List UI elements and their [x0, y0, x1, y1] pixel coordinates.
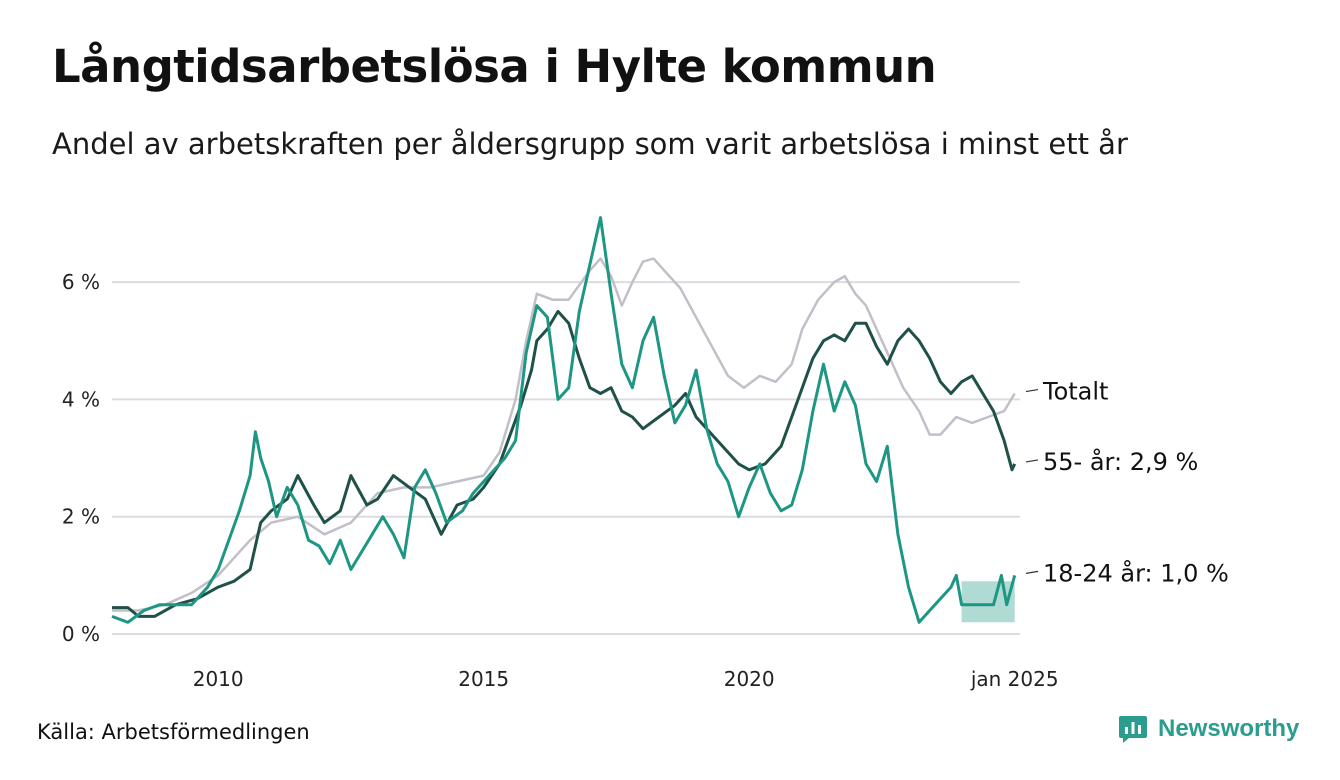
chart-title: Långtidsarbetslösa i Hylte kommun — [52, 40, 937, 93]
end-label-leader-0 — [1025, 388, 1039, 393]
grid-lines — [112, 281, 1020, 635]
chart-subtitle: Andel av arbetskraften per åldersgrupp s… — [52, 127, 1128, 161]
brand-name: Newsworthy — [1158, 715, 1300, 742]
end-label-leader-1 — [1025, 459, 1039, 463]
series-line-0 — [112, 257, 1016, 612]
uncertainty-bands — [961, 581, 1015, 623]
series-line-2 — [111, 216, 1017, 624]
x-tick-label-2: 2020 — [724, 667, 775, 691]
y-tick-label-3: 6 % — [62, 270, 100, 294]
x-tick-label-1: 2015 — [458, 667, 509, 691]
source-note: Källa: Arbetsförmedlingen — [37, 720, 310, 744]
newsworthy-logo-icon — [1119, 716, 1147, 743]
x-tick-label-3: jan 2025 — [970, 667, 1059, 691]
y-axis-ticks: 0 % 2 % 4 % 6 % — [62, 270, 100, 646]
end-label-leader-2 — [1025, 570, 1039, 574]
x-axis-ticks: 2010 2015 2020 jan 2025 — [193, 667, 1059, 691]
y-tick-label-0: 0 % — [62, 622, 100, 646]
x-tick-label-0: 2010 — [193, 667, 244, 691]
end-label-2: 18-24 år: 1,0 % — [1043, 558, 1229, 587]
y-tick-label-1: 2 % — [62, 505, 100, 529]
brand[interactable]: Newsworthy — [1118, 714, 1299, 744]
series-line-1 — [112, 309, 1017, 618]
band-2 — [961, 581, 1015, 623]
end-label-1: 55- år: 2,9 % — [1043, 447, 1198, 476]
y-tick-label-2: 4 % — [62, 387, 100, 411]
end-label-0: Totalt — [1042, 378, 1108, 406]
series-lines — [111, 216, 1017, 624]
end-labels: Totalt 55- år: 2,9 % 18-24 år: 1,0 % — [1025, 378, 1229, 587]
